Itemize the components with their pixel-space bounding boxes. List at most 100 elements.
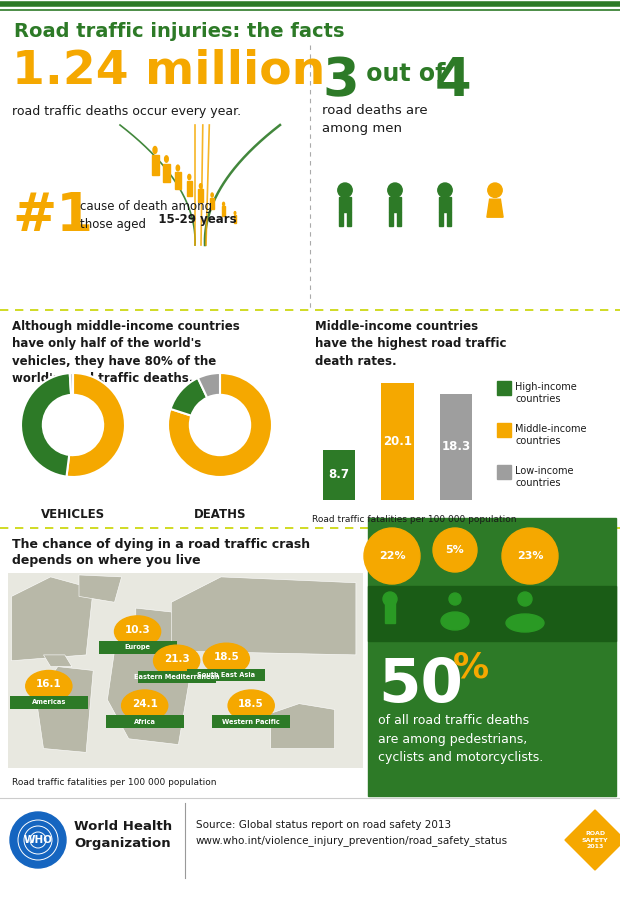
Circle shape xyxy=(383,592,397,606)
Bar xyxy=(187,180,192,196)
Bar xyxy=(210,198,214,209)
FancyBboxPatch shape xyxy=(10,696,88,709)
Text: 80%: 80% xyxy=(198,422,242,440)
Bar xyxy=(397,212,401,226)
Text: #1: #1 xyxy=(12,190,93,242)
Text: 5%: 5% xyxy=(446,545,464,555)
Text: of all road traffic deaths
are among pedestrians,
cyclists and motorcyclists.: of all road traffic deaths are among ped… xyxy=(378,714,543,764)
Circle shape xyxy=(364,528,420,584)
Bar xyxy=(385,601,395,623)
Ellipse shape xyxy=(154,645,200,676)
Polygon shape xyxy=(565,810,620,870)
Polygon shape xyxy=(107,641,193,744)
Bar xyxy=(497,465,511,479)
Bar xyxy=(381,383,414,500)
Ellipse shape xyxy=(188,174,191,180)
Ellipse shape xyxy=(441,612,469,630)
Text: Eastern Mediterranean: Eastern Mediterranean xyxy=(134,674,219,680)
Text: World Health
Organization: World Health Organization xyxy=(74,820,172,850)
Bar xyxy=(368,586,616,641)
Circle shape xyxy=(433,528,477,572)
Text: 8.7: 8.7 xyxy=(329,468,350,481)
Wedge shape xyxy=(21,373,71,477)
FancyBboxPatch shape xyxy=(212,716,290,728)
Text: 15-29 years: 15-29 years xyxy=(80,213,237,226)
Text: cause of death among
those aged: cause of death among those aged xyxy=(80,200,212,231)
Text: Low-income
countries: Low-income countries xyxy=(515,466,574,489)
Polygon shape xyxy=(171,577,356,655)
Text: Europe: Europe xyxy=(125,645,151,650)
Polygon shape xyxy=(37,666,93,753)
Circle shape xyxy=(518,592,532,606)
Bar xyxy=(339,198,352,212)
Text: 24.1: 24.1 xyxy=(131,699,157,709)
Ellipse shape xyxy=(234,212,236,215)
Ellipse shape xyxy=(228,690,274,721)
Bar xyxy=(234,215,236,223)
Text: 21.3: 21.3 xyxy=(164,654,190,664)
Polygon shape xyxy=(487,199,503,217)
Circle shape xyxy=(502,528,558,584)
Circle shape xyxy=(10,812,66,868)
Wedge shape xyxy=(168,373,272,477)
Ellipse shape xyxy=(122,690,168,721)
Wedge shape xyxy=(198,373,220,398)
Text: 18.5: 18.5 xyxy=(213,652,239,662)
Bar xyxy=(163,163,170,182)
FancyBboxPatch shape xyxy=(138,671,216,683)
Bar xyxy=(347,212,352,226)
Text: VEHICLES: VEHICLES xyxy=(41,508,105,521)
Text: Road traffic fatalities per 100 000 population: Road traffic fatalities per 100 000 popu… xyxy=(12,778,216,787)
Text: WHO: WHO xyxy=(24,835,53,845)
Text: The chance of dying in a road traffic crash: The chance of dying in a road traffic cr… xyxy=(12,538,310,551)
Text: Western Pacific: Western Pacific xyxy=(223,718,280,725)
Ellipse shape xyxy=(223,202,224,206)
Ellipse shape xyxy=(153,146,157,154)
Text: High-income
countries: High-income countries xyxy=(515,382,577,404)
Text: ROAD
SAFETY
2013: ROAD SAFETY 2013 xyxy=(582,832,608,849)
Text: %: % xyxy=(453,651,489,685)
Text: 20.1: 20.1 xyxy=(383,436,412,448)
Ellipse shape xyxy=(203,643,249,674)
Text: road deaths are
among men: road deaths are among men xyxy=(322,104,428,135)
Text: 23%: 23% xyxy=(516,551,543,561)
Text: out of: out of xyxy=(358,62,454,86)
Text: Road traffic injuries: the facts: Road traffic injuries: the facts xyxy=(14,22,345,41)
Bar xyxy=(222,207,225,216)
Text: Americas: Americas xyxy=(32,699,66,705)
Bar xyxy=(389,212,393,226)
Bar xyxy=(497,381,511,395)
Bar xyxy=(440,394,472,500)
Bar xyxy=(323,450,355,500)
Text: Road traffic fatalities per 100 000 population: Road traffic fatalities per 100 000 popu… xyxy=(312,515,516,524)
Text: Middle-income
countries: Middle-income countries xyxy=(515,424,587,446)
Wedge shape xyxy=(170,378,207,416)
Bar xyxy=(439,198,451,212)
Text: road traffic deaths occur every year.: road traffic deaths occur every year. xyxy=(12,105,241,118)
Text: depends on where you live: depends on where you live xyxy=(12,554,201,567)
Bar xyxy=(447,212,451,226)
Circle shape xyxy=(449,593,461,605)
Bar xyxy=(198,189,203,202)
Text: 4: 4 xyxy=(435,55,472,107)
FancyBboxPatch shape xyxy=(187,668,265,682)
Ellipse shape xyxy=(26,671,72,701)
Text: 22%: 22% xyxy=(379,551,405,561)
Polygon shape xyxy=(79,575,122,603)
Ellipse shape xyxy=(200,184,202,189)
Bar xyxy=(339,212,343,226)
Text: 10.3: 10.3 xyxy=(125,624,151,635)
Bar xyxy=(151,155,159,175)
Text: South East Asia: South East Asia xyxy=(197,672,255,678)
FancyBboxPatch shape xyxy=(105,716,184,728)
Text: 1.24 million: 1.24 million xyxy=(12,48,326,93)
Polygon shape xyxy=(12,577,93,661)
Text: DEATHS: DEATHS xyxy=(193,508,246,521)
Circle shape xyxy=(338,183,352,198)
Text: 18.5: 18.5 xyxy=(238,699,264,709)
Text: Africa: Africa xyxy=(134,718,156,725)
Text: www.who.int/violence_injury_prevention/road_safety_status: www.who.int/violence_injury_prevention/r… xyxy=(196,835,508,846)
Ellipse shape xyxy=(164,155,168,163)
Text: 50: 50 xyxy=(378,656,463,715)
Text: 3: 3 xyxy=(322,55,359,107)
